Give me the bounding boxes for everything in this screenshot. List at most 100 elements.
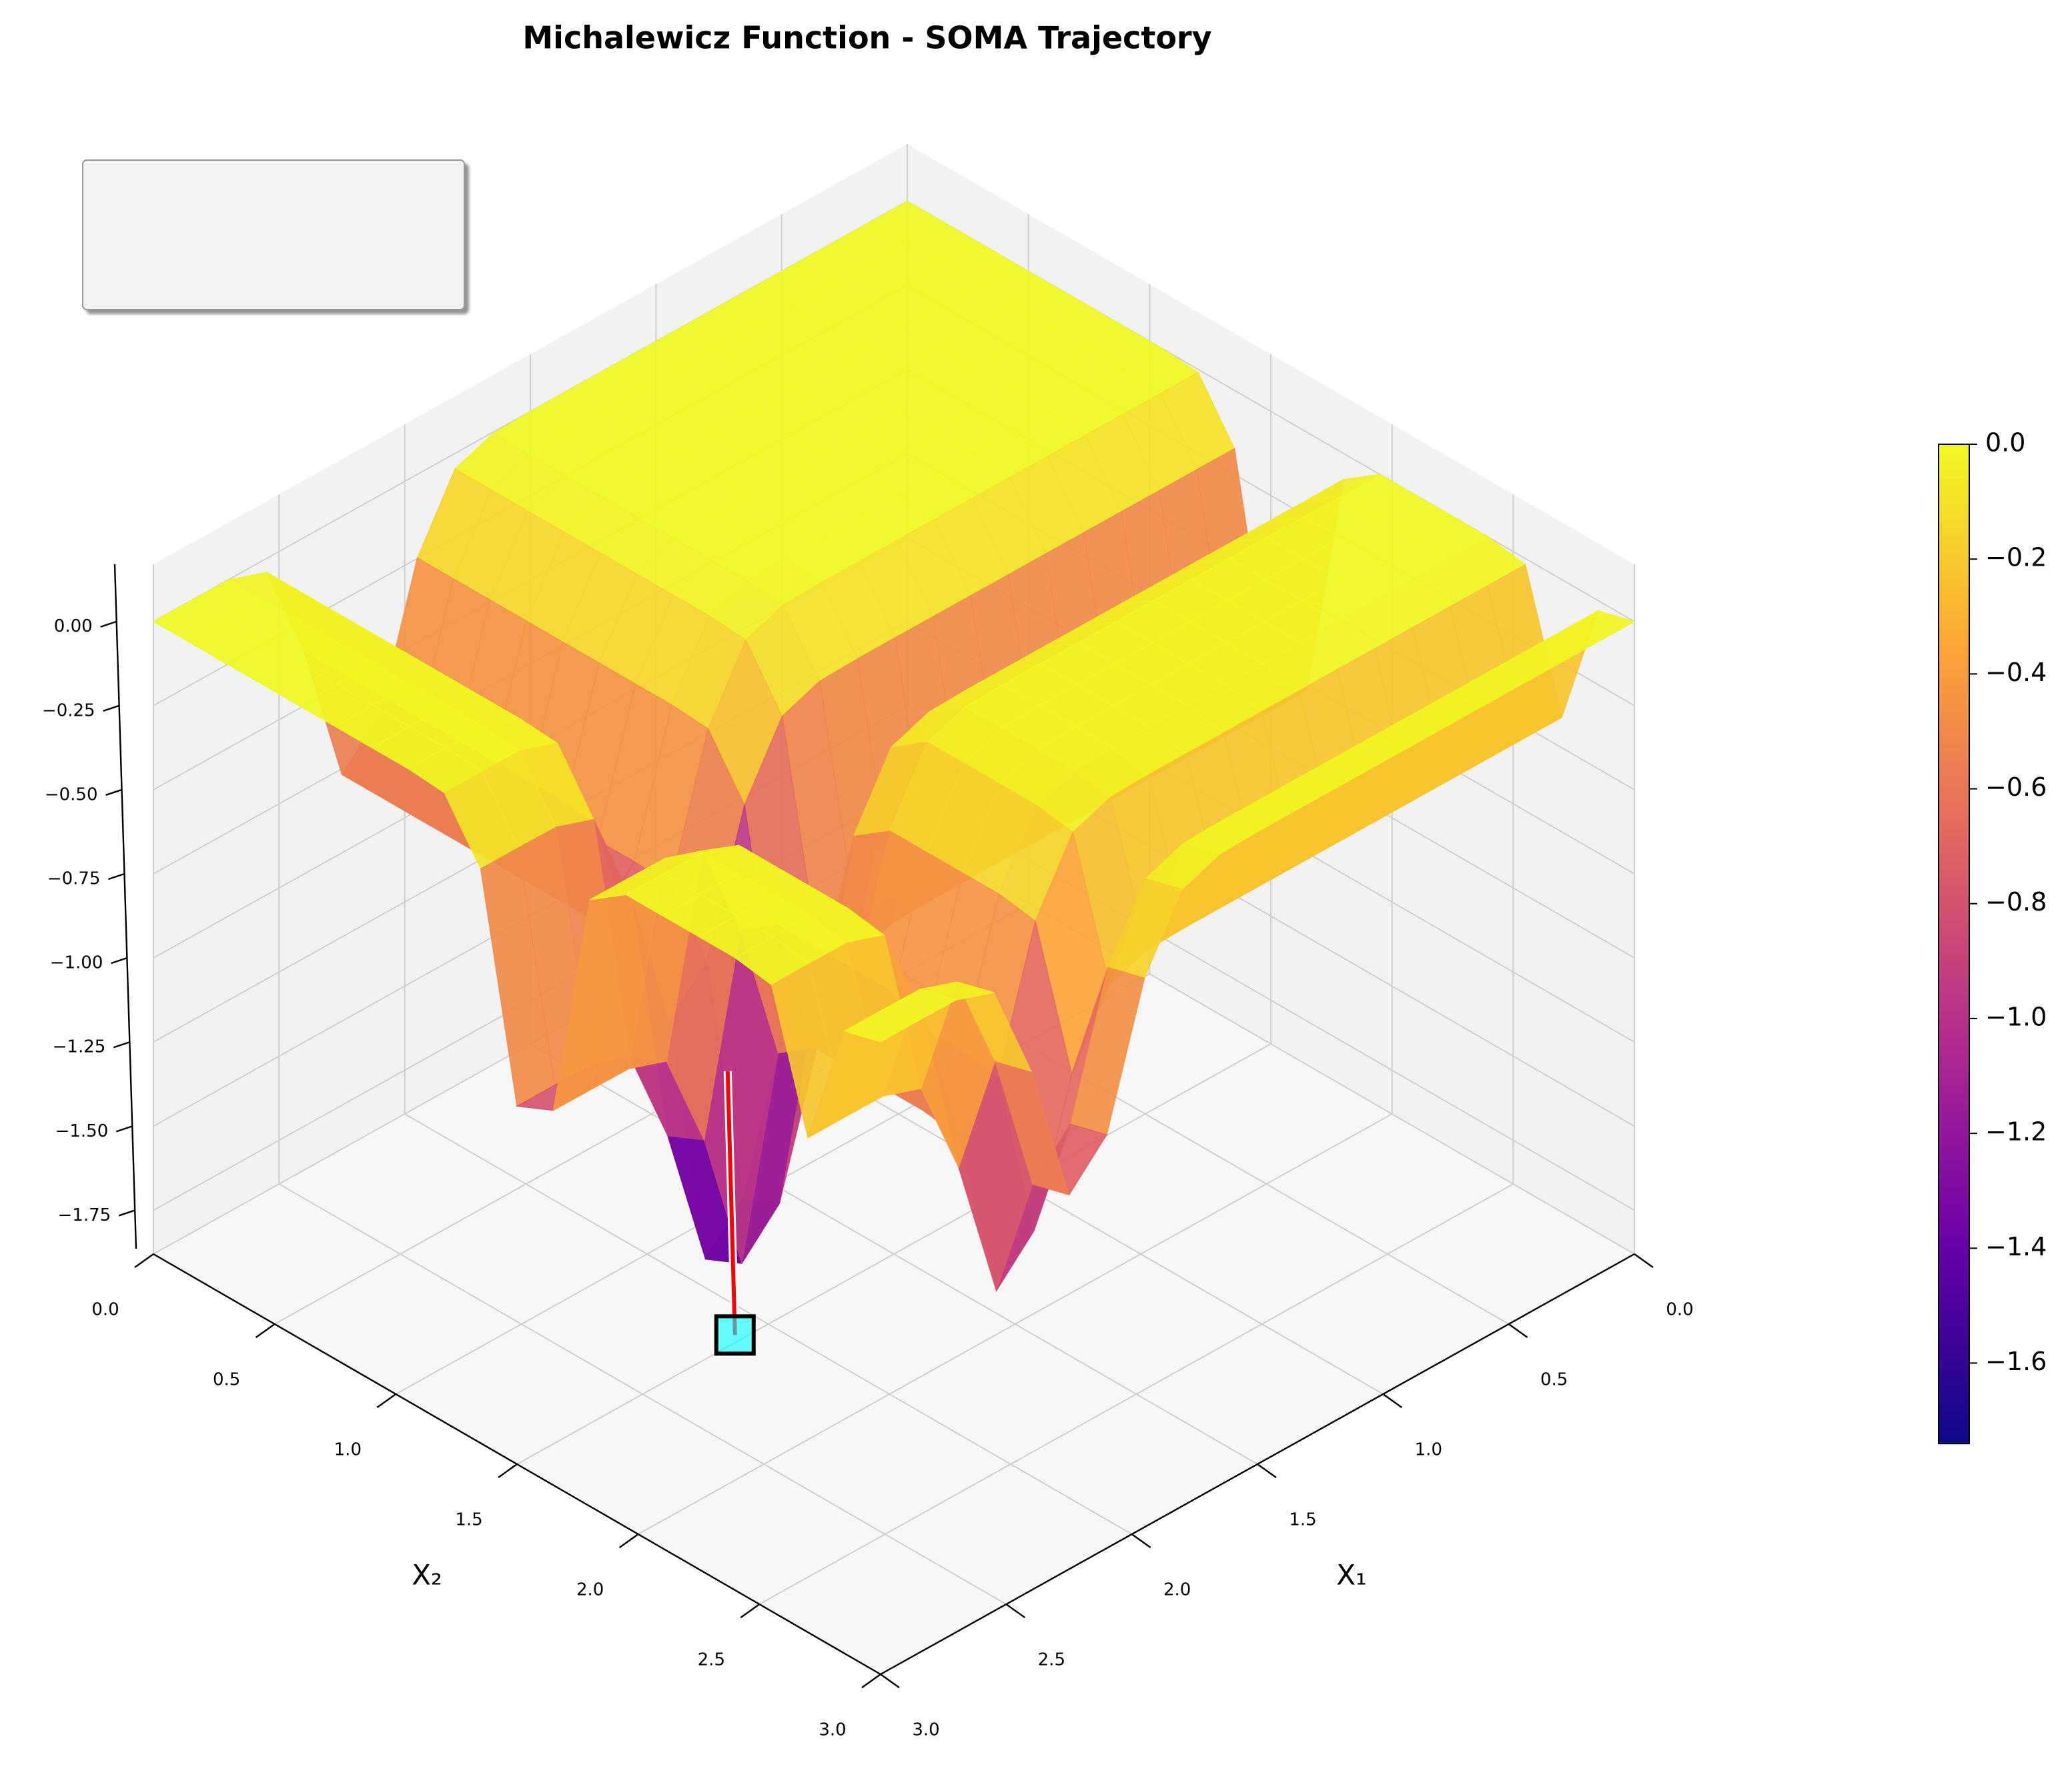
colorbar-segment <box>1939 677 1969 687</box>
y-tick-label: 0.0 <box>91 1300 119 1320</box>
colorbar-segment <box>1939 794 1969 803</box>
colorbar-segment <box>1939 877 1969 886</box>
colorbar-segment <box>1939 1410 1969 1419</box>
y-tick-label: 1.5 <box>455 1510 482 1530</box>
colorbar-segment <box>1939 735 1969 745</box>
colorbar-segment <box>1939 911 1969 920</box>
colorbar-segment <box>1939 1201 1969 1211</box>
colorbar-segment <box>1939 810 1969 820</box>
colorbar-segment <box>1939 594 1969 604</box>
x-tick <box>1005 1604 1026 1618</box>
colorbar-segment <box>1939 1351 1969 1361</box>
z-tick <box>115 1125 133 1133</box>
z-tick <box>105 788 122 796</box>
colorbar-segment <box>1939 927 1969 937</box>
colorbar-segment <box>1939 494 1969 504</box>
colorbar-segment <box>1939 1069 1969 1078</box>
x-tick-label: 2.0 <box>1163 1580 1191 1600</box>
colorbar-segment <box>1939 694 1969 704</box>
colorbar-segment <box>1939 444 1969 454</box>
colorbar-segment <box>1939 1301 1969 1311</box>
colorbar-segment <box>1939 560 1969 570</box>
surface-face <box>843 1009 920 1043</box>
colorbar-segment <box>1939 544 1969 554</box>
y-axis-title: X₂ <box>412 1559 442 1592</box>
colorbar-frame <box>1938 444 1970 1444</box>
x-tick-label: 1.0 <box>1415 1440 1442 1460</box>
colorbar-segment <box>1939 944 1969 953</box>
colorbar-segment <box>1939 919 1969 929</box>
colorbar-segment <box>1939 885 1969 895</box>
colorbar-segment <box>1939 835 1969 845</box>
x-tick-label: 1.5 <box>1289 1510 1316 1530</box>
colorbar-segment <box>1939 702 1969 712</box>
colorbar-segment <box>1939 1060 1969 1070</box>
colorbar-segment <box>1939 1002 1969 1012</box>
y-tick <box>861 1674 881 1688</box>
colorbar-segment <box>1939 985 1969 995</box>
z-axis-line <box>113 564 137 1249</box>
colorbar-segment <box>1939 1335 1969 1345</box>
x-tick <box>1382 1393 1403 1408</box>
colorbar-segment <box>1939 569 1969 578</box>
colorbar-segment <box>1939 1185 1969 1195</box>
colorbar-segment <box>1939 552 1969 562</box>
colorbar-segment <box>1939 1343 1969 1353</box>
z-tick-label: −1.25 <box>53 1037 106 1057</box>
colorbar-segment <box>1939 1435 1969 1445</box>
colorbar-segment <box>1939 1135 1969 1145</box>
colorbar-segment <box>1939 1210 1969 1220</box>
colorbar-segment <box>1939 1019 1969 1029</box>
colorbar-segment <box>1939 1127 1969 1137</box>
colorbar-segment <box>1939 1169 1969 1178</box>
colorbar-segment <box>1939 602 1969 612</box>
colorbar-segment <box>1939 1393 1969 1403</box>
z-tick-label: −0.50 <box>45 784 98 804</box>
colorbar-segment <box>1939 1110 1969 1120</box>
colorbar-segment <box>1939 1093 1969 1103</box>
colorbar-segment <box>1939 1143 1969 1153</box>
colorbar-segment <box>1939 1085 1969 1095</box>
colorbar-segment <box>1939 1427 1969 1436</box>
colorbar-segment <box>1939 952 1969 962</box>
y-tick <box>498 1463 518 1478</box>
z-tick-label: 0.00 <box>54 616 93 636</box>
colorbar-tick-label: 0.0 <box>1985 428 2025 458</box>
grid-line <box>638 1113 1393 1535</box>
colorbar-tick-label: −1.6 <box>1985 1347 2047 1376</box>
z-tick-label: −0.75 <box>47 869 101 889</box>
colorbar-segment <box>1939 827 1969 836</box>
best-marker <box>714 1314 756 1356</box>
colorbar-segment <box>1939 777 1969 787</box>
colorbar-segment <box>1939 469 1969 479</box>
grid-line <box>516 1043 1271 1465</box>
y-tick-label: 2.5 <box>698 1650 725 1670</box>
colorbar-segment <box>1939 586 1969 595</box>
x-tick <box>1508 1323 1528 1338</box>
colorbar-tick-label: −0.6 <box>1985 772 2047 802</box>
x-axis-title: X₁ <box>1336 1559 1367 1592</box>
colorbar-segment <box>1939 1360 1969 1369</box>
y-tick-label: 2.0 <box>576 1580 604 1600</box>
colorbar-segment <box>1939 1052 1969 1061</box>
z-tick-label: −0.25 <box>42 700 95 720</box>
x-tick-label: 0.0 <box>1666 1300 1693 1320</box>
colorbar-segment <box>1939 744 1969 754</box>
colorbar-segment <box>1939 1418 1969 1428</box>
colorbar-segment <box>1939 977 1969 987</box>
colorbar-segment <box>1939 660 1969 670</box>
colorbar-segment <box>1939 1243 1969 1253</box>
colorbar-segment <box>1939 477 1969 487</box>
colorbar-segment <box>1939 669 1969 678</box>
z-tick <box>100 620 117 628</box>
colorbar-segment <box>1939 1010 1969 1020</box>
colorbar-segment <box>1939 1368 1969 1378</box>
colorbar-segment <box>1939 486 1969 496</box>
colorbar-segment <box>1939 1119 1969 1128</box>
colorbar-segment <box>1939 519 1969 529</box>
colorbar-segment <box>1939 577 1969 587</box>
colorbar-segment <box>1939 785 1969 795</box>
colorbar-segment <box>1939 1235 1969 1245</box>
colorbar-segment <box>1939 868 1969 878</box>
